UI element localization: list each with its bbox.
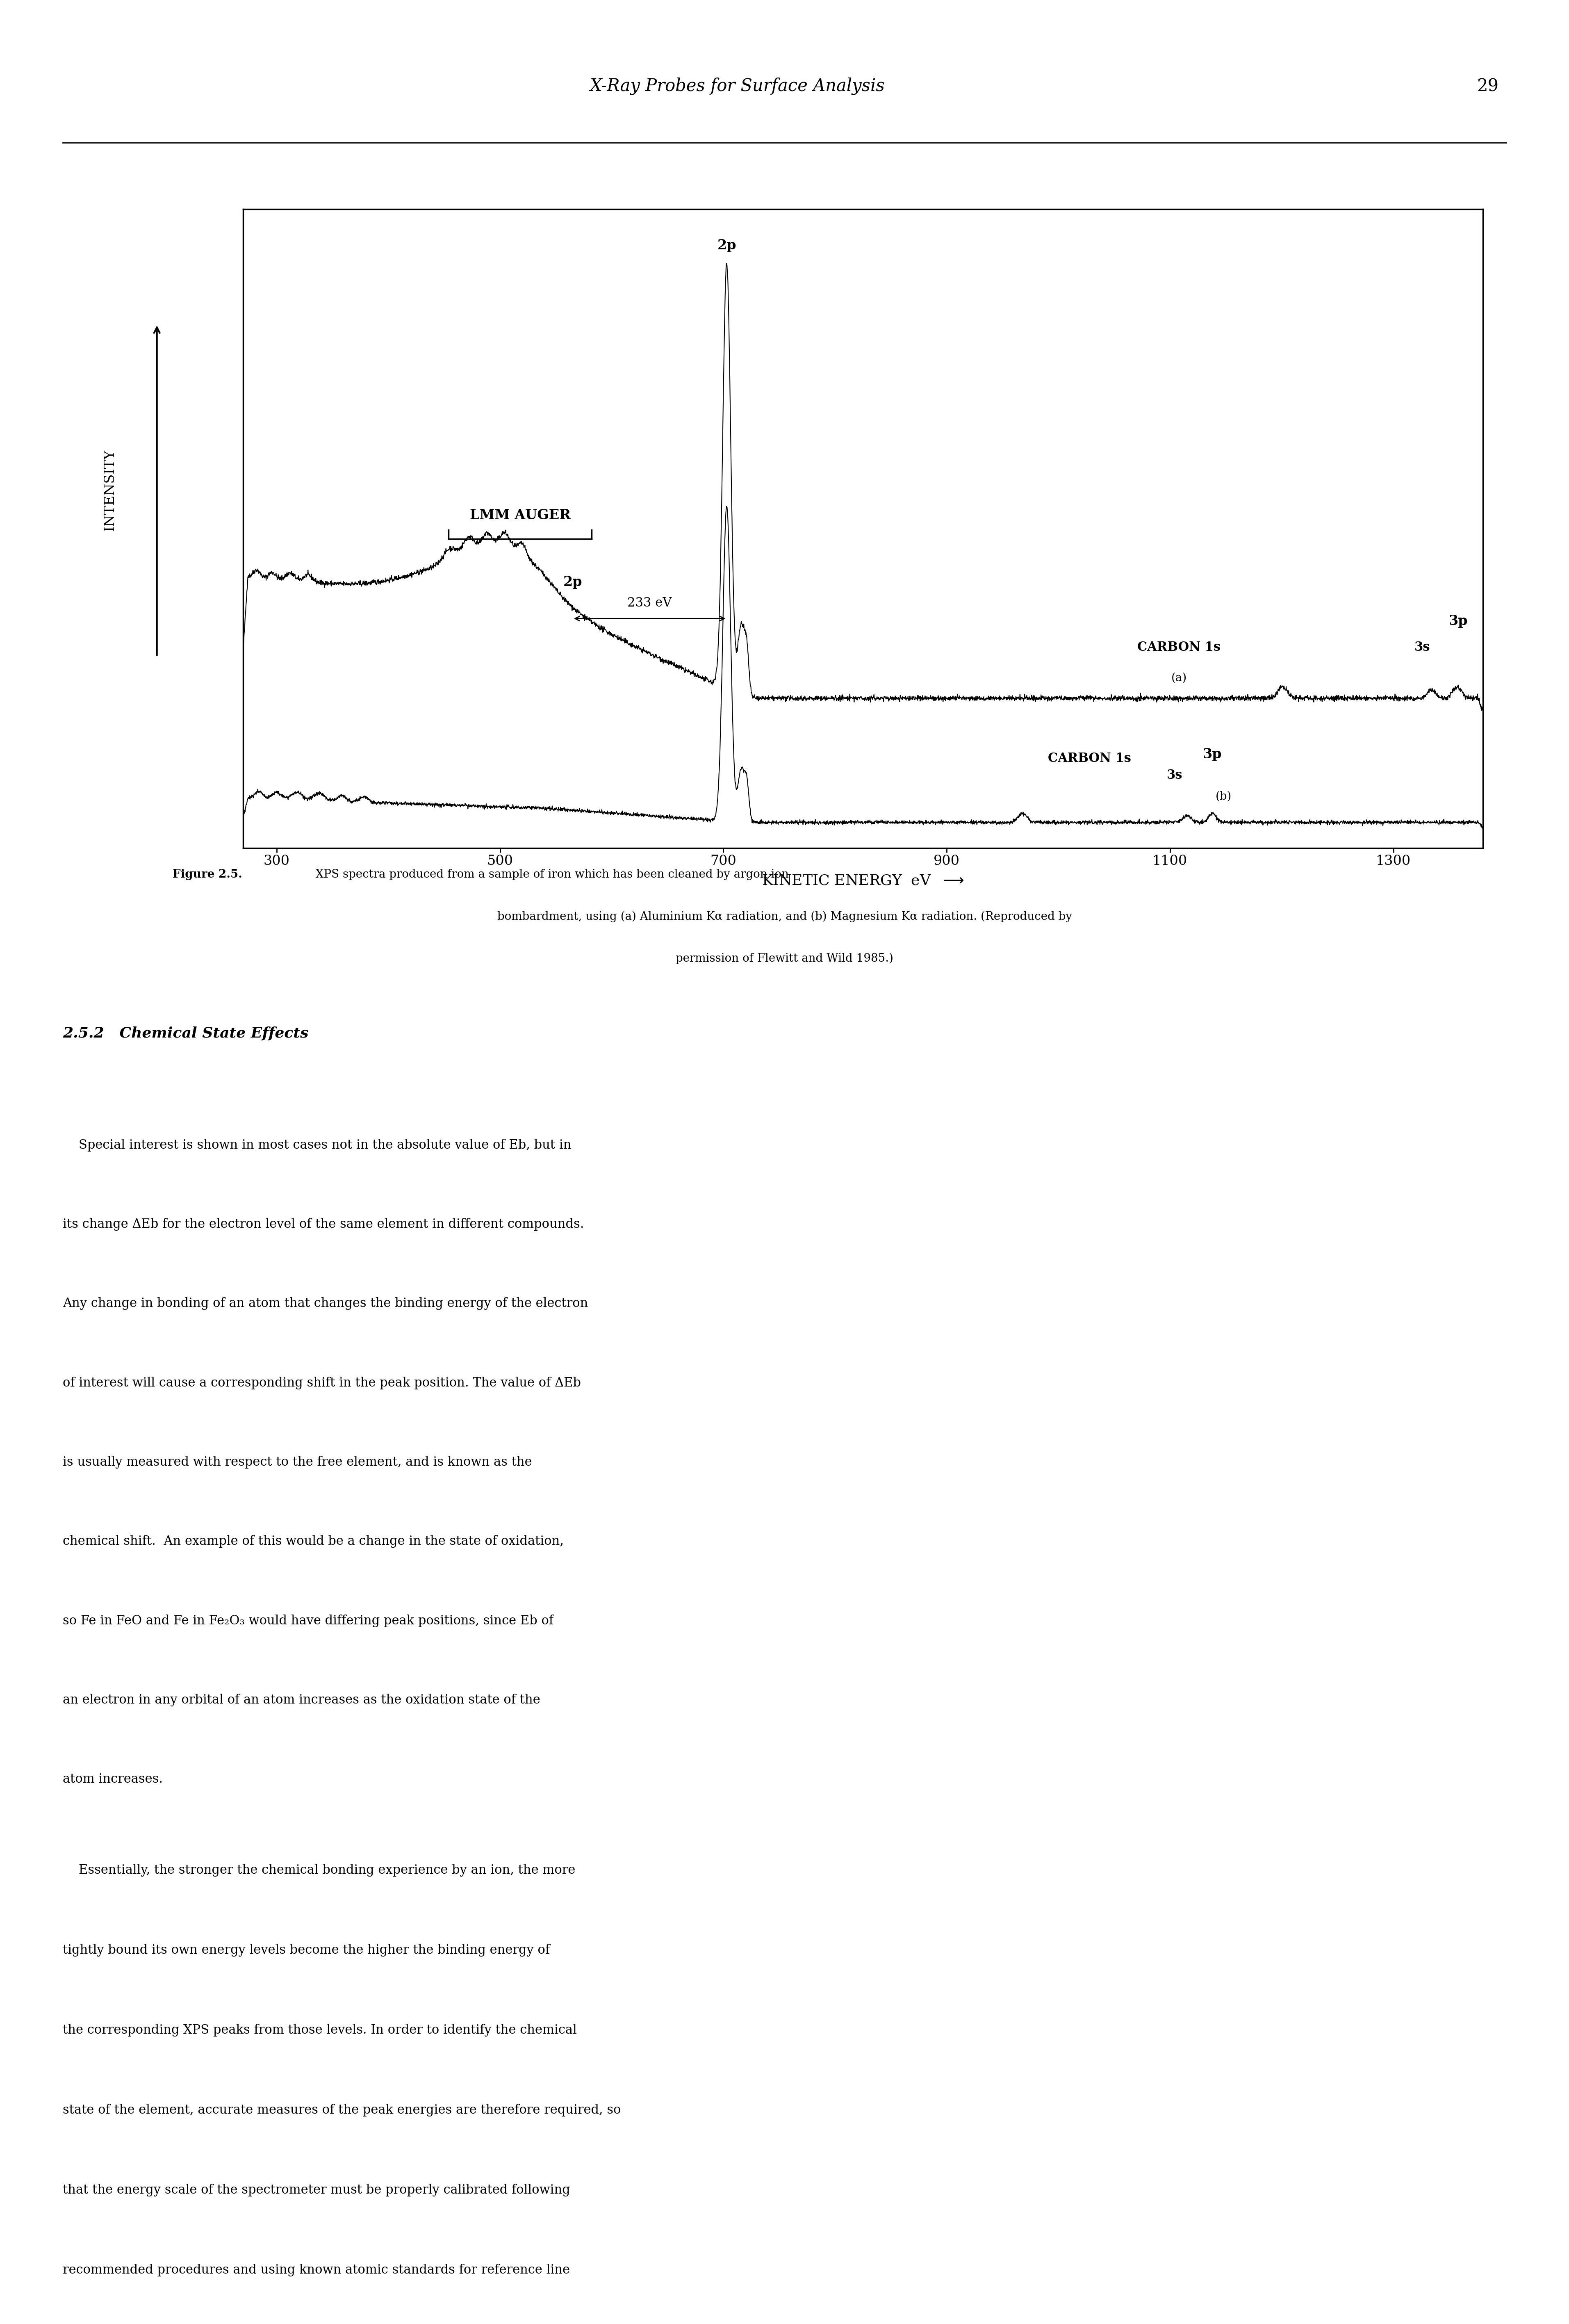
Text: its change ΔEb for the electron level of the same element in different compounds: its change ΔEb for the electron level of… xyxy=(63,1218,584,1232)
Text: X-Ray Probes for Surface Analysis: X-Ray Probes for Surface Analysis xyxy=(590,77,885,95)
Text: atom increases.: atom increases. xyxy=(63,1773,163,1785)
Text: 3p: 3p xyxy=(1448,614,1467,627)
Text: state of the element, accurate measures of the peak energies are therefore requi: state of the element, accurate measures … xyxy=(63,2103,621,2117)
Text: LMM AUGER: LMM AUGER xyxy=(469,509,571,523)
Text: 2p: 2p xyxy=(717,239,736,253)
Text: permission of Flewitt and Wild 1985.): permission of Flewitt and Wild 1985.) xyxy=(676,953,893,964)
Text: 2p: 2p xyxy=(563,576,582,588)
Text: recommended procedures and using known atomic standards for reference line: recommended procedures and using known a… xyxy=(63,2264,570,2278)
Text: Figure 2.5.: Figure 2.5. xyxy=(173,869,242,881)
Text: Essentially, the stronger the chemical bonding experience by an ion, the more: Essentially, the stronger the chemical b… xyxy=(63,1864,576,1875)
Text: 2.5.2   Chemical State Effects: 2.5.2 Chemical State Effects xyxy=(63,1027,309,1041)
Text: that the energy scale of the spectrometer must be properly calibrated following: that the energy scale of the spectromete… xyxy=(63,2185,570,2196)
Text: Any change in bonding of an atom that changes the binding energy of the electron: Any change in bonding of an atom that ch… xyxy=(63,1297,588,1311)
Text: 3p: 3p xyxy=(1203,748,1222,762)
Text: bombardment, using (a) Aluminium Kα radiation, and (b) Magnesium Kα radiation. (: bombardment, using (a) Aluminium Kα radi… xyxy=(497,911,1072,923)
Text: chemical shift.  An example of this would be a change in the state of oxidation,: chemical shift. An example of this would… xyxy=(63,1536,563,1548)
Text: 3s: 3s xyxy=(1167,769,1183,781)
Text: (b): (b) xyxy=(1216,790,1232,802)
Text: tightly bound its own energy levels become the higher the binding energy of: tightly bound its own energy levels beco… xyxy=(63,1943,549,1957)
Text: 29: 29 xyxy=(1476,77,1498,95)
Text: (a): (a) xyxy=(1170,672,1186,683)
Text: CARBON 1s: CARBON 1s xyxy=(1138,641,1221,653)
Text: XPS spectra produced from a sample of iron which has been cleaned by argon ion: XPS spectra produced from a sample of ir… xyxy=(308,869,789,881)
Text: 233 eV: 233 eV xyxy=(628,597,672,609)
Text: 3s: 3s xyxy=(1415,641,1431,653)
Text: CARBON 1s: CARBON 1s xyxy=(1048,753,1131,765)
Text: Special interest is shown in most cases not in the absolute value of Eb, but in: Special interest is shown in most cases … xyxy=(63,1139,571,1150)
Text: the corresponding XPS peaks from those levels. In order to identify the chemical: the corresponding XPS peaks from those l… xyxy=(63,2024,577,2036)
Text: an electron in any orbital of an atom increases as the oxidation state of the: an electron in any orbital of an atom in… xyxy=(63,1694,540,1706)
X-axis label: KINETIC ENERGY  eV  $\longrightarrow$: KINETIC ENERGY eV $\longrightarrow$ xyxy=(763,874,963,888)
Text: so Fe in FeO and Fe in Fe₂O₃ would have differing peak positions, since Eb of: so Fe in FeO and Fe in Fe₂O₃ would have … xyxy=(63,1615,554,1627)
Text: is usually measured with respect to the free element, and is known as the: is usually measured with respect to the … xyxy=(63,1455,532,1469)
Text: of interest will cause a corresponding shift in the peak position. The value of : of interest will cause a corresponding s… xyxy=(63,1376,581,1390)
Text: INTENSITY: INTENSITY xyxy=(104,449,116,532)
